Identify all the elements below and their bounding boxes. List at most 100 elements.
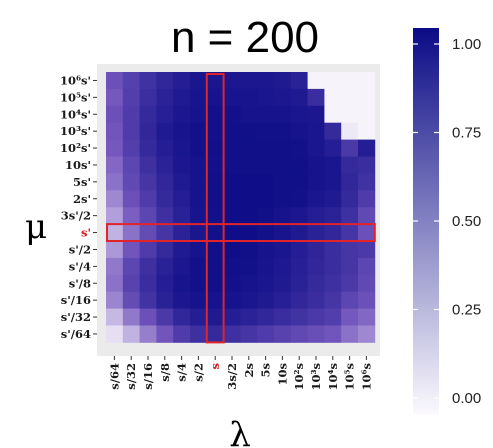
x-tick-label: 10⁴s xyxy=(326,363,340,391)
heatmap-cell xyxy=(307,105,325,124)
heatmap-cell xyxy=(257,274,275,293)
heatmap-cell xyxy=(240,122,258,140)
heatmap-cell xyxy=(358,122,376,140)
heatmap-cell xyxy=(190,139,208,157)
heatmap-cell xyxy=(206,224,224,242)
heatmap-cell xyxy=(274,291,292,309)
heatmap-cell xyxy=(139,122,157,140)
colorbar-tick-label: 0.00 xyxy=(452,390,481,407)
heatmap-cell xyxy=(156,88,174,107)
heatmap-cell xyxy=(122,224,140,242)
heatmap-cell xyxy=(139,156,157,174)
heatmap-cell xyxy=(324,224,342,242)
y-tick-labels: 10⁶s' 10⁵s' 10⁴s' 10³s' 10²s' 10s' 5s' 2s' 3s'/2… xyxy=(60,73,97,341)
heatmap-cell xyxy=(240,139,258,157)
heatmap-cell xyxy=(156,325,174,343)
heatmap-cell xyxy=(156,139,174,157)
heatmap-cell xyxy=(206,325,224,343)
heatmap-cell xyxy=(341,156,359,174)
heatmap-cell xyxy=(307,122,325,140)
y-tick-label: 10⁵s' xyxy=(60,90,91,104)
heatmap-cell xyxy=(307,274,325,293)
heatmap-cell xyxy=(257,325,275,343)
heatmap-cell xyxy=(139,139,157,157)
heatmap-cell xyxy=(324,207,342,225)
x-tick-label: 10⁶s xyxy=(359,363,373,391)
heatmap-cell xyxy=(341,139,359,157)
heatmap-cell xyxy=(173,173,191,191)
heatmap-cell xyxy=(341,291,359,309)
heatmap-cell xyxy=(358,291,376,309)
heatmap-cell xyxy=(106,122,124,140)
heatmap-cell xyxy=(139,105,157,124)
heatmap-cell xyxy=(290,88,308,107)
heatmap-cell xyxy=(324,257,342,276)
heatmap-cell xyxy=(106,88,124,107)
heatmap-cell xyxy=(173,88,191,107)
heatmap-cell xyxy=(290,257,308,276)
heatmap-cell xyxy=(257,224,275,242)
heatmap-cell xyxy=(223,173,241,191)
heatmap-cell xyxy=(206,105,224,124)
heatmap-cell xyxy=(223,207,241,225)
heatmap-cell xyxy=(156,224,174,242)
x-tick-label: 10s xyxy=(275,363,289,385)
chart-title: n = 200 xyxy=(171,13,319,62)
heatmap-cell xyxy=(206,72,224,90)
x-tick-label: s/8 xyxy=(158,363,172,382)
heatmap-cell xyxy=(173,190,191,208)
heatmap-cell xyxy=(173,291,191,309)
y-tick-label: 2s' xyxy=(73,192,91,206)
heatmap-cell xyxy=(341,241,359,259)
heatmap-cell xyxy=(307,88,325,107)
heatmap-cell xyxy=(156,241,174,259)
heatmap-cell xyxy=(173,122,191,140)
x-tick-labels: s/64 s/32 s/16 s/8 s/4 s/2 s 3s/2 2s 5s 10s 10²s 10³… xyxy=(107,356,373,391)
heatmap-cell xyxy=(358,224,376,242)
heatmap-cell xyxy=(307,308,325,326)
heatmap-cell xyxy=(341,190,359,208)
heatmap-cell xyxy=(139,241,157,259)
heatmap-cell xyxy=(324,139,342,157)
x-tick-label: s xyxy=(208,363,222,369)
x-tick-label: s/64 xyxy=(107,363,121,390)
heatmap-cell xyxy=(324,72,342,90)
heatmap-cell xyxy=(257,173,275,191)
heatmap-cell xyxy=(106,190,124,208)
heatmap-cell xyxy=(358,308,376,326)
heatmap-cell xyxy=(139,291,157,309)
heatmap-cell xyxy=(341,325,359,343)
heatmap-cell xyxy=(206,190,224,208)
heatmap-cell xyxy=(341,122,359,140)
heatmap-cell xyxy=(223,241,241,259)
heatmap-cell xyxy=(206,156,224,174)
heatmap-cell xyxy=(290,139,308,157)
heatmap-cell xyxy=(307,190,325,208)
heatmap-cell xyxy=(257,308,275,326)
heatmap-cell xyxy=(240,257,258,276)
heatmap-cell xyxy=(190,325,208,343)
heatmap-cell xyxy=(173,156,191,174)
heatmap-cell xyxy=(139,190,157,208)
heatmap-cell xyxy=(106,291,124,309)
heatmap-cell xyxy=(206,291,224,309)
heatmap-cell xyxy=(190,156,208,174)
x-tick-label: s/32 xyxy=(124,363,138,390)
x-tick-label: s/2 xyxy=(191,363,205,382)
y-tick-label: s'/8 xyxy=(69,276,91,290)
heatmap-cell xyxy=(341,257,359,276)
heatmap-cell xyxy=(307,325,325,343)
x-tick-label: 10²s xyxy=(292,363,306,391)
heatmap-cell xyxy=(257,88,275,107)
heatmap-cell xyxy=(240,72,258,90)
heatmap-cell xyxy=(139,274,157,293)
heatmap-cell xyxy=(358,139,376,157)
x-tick-label: 2s xyxy=(242,363,256,377)
heatmap-cell xyxy=(122,105,140,124)
heatmap-cell xyxy=(223,139,241,157)
heatmap-cell xyxy=(240,105,258,124)
heatmap-cell xyxy=(274,72,292,90)
heatmap-cell xyxy=(274,122,292,140)
heatmap-cell xyxy=(274,274,292,293)
heatmap-cell xyxy=(307,241,325,259)
